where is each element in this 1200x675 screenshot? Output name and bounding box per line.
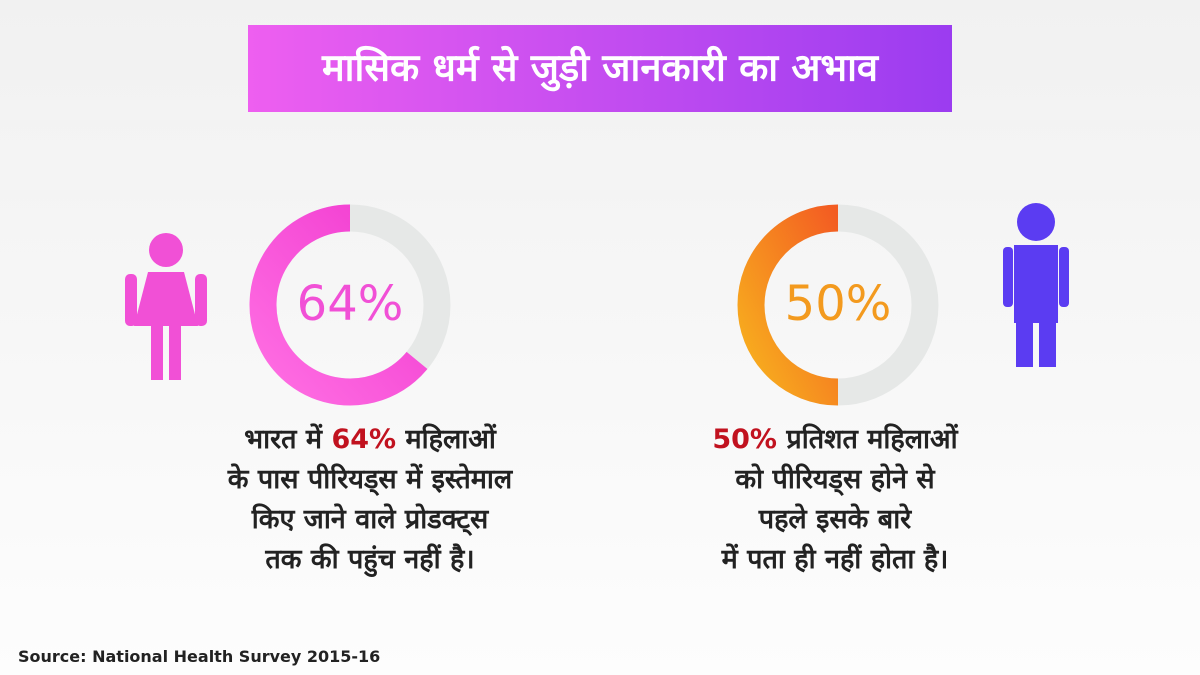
- caption-line: 50% प्रतिशत महिलाओं: [712, 423, 959, 455]
- caption-line: तक की पहुंच नहीं है।: [264, 543, 474, 578]
- caption-line: भारत में 64% महिलाओं: [244, 423, 497, 455]
- donut-arc: [249, 204, 428, 406]
- value-label: 64%: [297, 276, 404, 332]
- caption-text: प्रतिशत महिलाओं: [777, 423, 959, 455]
- caption-line: किए जाने वाले प्रोडक्ट्स: [251, 503, 490, 536]
- caption-line: को पीरियड्स होने से: [734, 463, 936, 496]
- donut-arc: [737, 204, 839, 406]
- man-icon: [1003, 203, 1069, 367]
- caption-line: के पास पीरियड्स में इस्तेमाल: [227, 463, 514, 496]
- caption-text: किए जाने वाले प्रोडक्ट्स: [251, 503, 490, 536]
- source: Source: National Health Survey 2015-16: [18, 647, 380, 666]
- caption-text: पहले इसके बारे: [758, 503, 912, 535]
- caption-text: में पता ही नहीं होता है।: [721, 543, 949, 575]
- caption-text: 50%: [712, 424, 777, 455]
- caption-line: में पता ही नहीं होता है।: [721, 543, 949, 575]
- caption-text: 64%: [331, 424, 396, 455]
- woman-icon: [125, 233, 207, 380]
- caption-text: महिलाओं: [396, 423, 497, 455]
- caption-text: भारत में: [244, 423, 331, 455]
- caption-text: को पीरियड्स होने से: [734, 463, 936, 496]
- caption-text: के पास पीरियड्स में इस्तेमाल: [227, 463, 514, 496]
- caption-text: तक की पहुंच नहीं है।: [264, 543, 474, 578]
- title: मासिक धर्म से जुड़ी जानकारी का अभाव: [321, 46, 880, 92]
- title-box: [248, 25, 952, 112]
- value-label: 50%: [785, 276, 892, 332]
- caption-line: पहले इसके बारे: [758, 503, 912, 535]
